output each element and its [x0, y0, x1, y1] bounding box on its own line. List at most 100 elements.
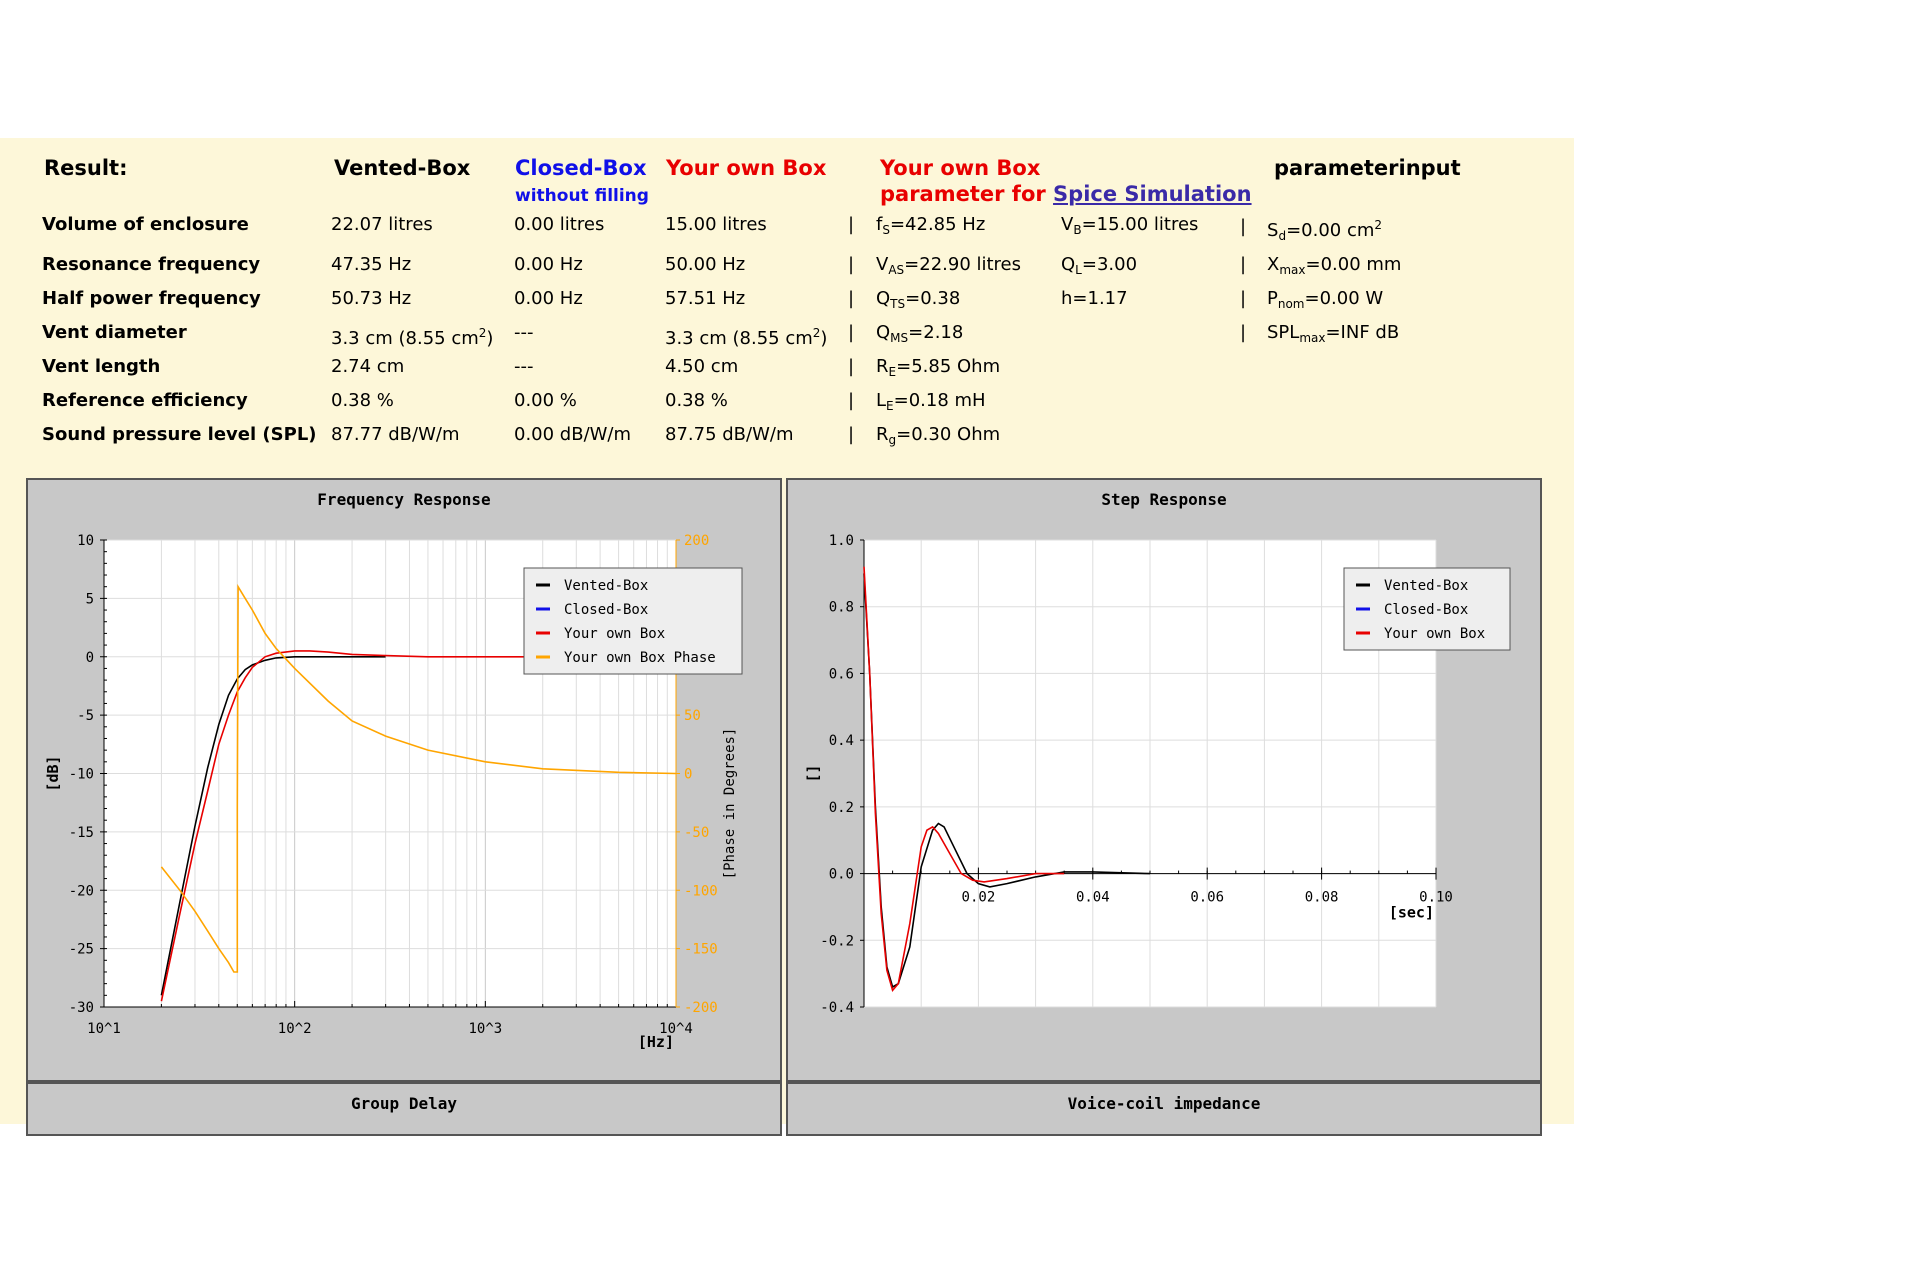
spice-ql: QL=3.00: [1061, 254, 1137, 277]
own-vent-sup: 2: [812, 326, 821, 340]
spice-rg-symbol: R: [876, 424, 889, 445]
spice-vas-symbol: V: [876, 254, 889, 275]
separator: |: [848, 356, 855, 377]
series-line-your-own-box-phase: [160, 583, 677, 973]
vented-box-heading: Vented-Box: [334, 156, 471, 180]
spice-qts-sub: TS: [890, 297, 906, 311]
spice-vas-value: =22.90 litres: [904, 254, 1022, 275]
vented-volume: 22.07 litres: [331, 214, 433, 235]
y-tick-label: 0.4: [829, 733, 854, 749]
param-xmax: Xmax=0.00 mm: [1267, 254, 1401, 277]
spice-re-symbol: R: [876, 356, 889, 377]
spice-vb-sub: B: [1073, 223, 1082, 237]
vented-efficiency: 0.38 %: [331, 390, 394, 411]
separator: |: [1240, 288, 1247, 309]
spice-fs: fS=42.85 Hz: [876, 214, 985, 237]
x-tick-label: 10^2: [278, 1021, 312, 1037]
spice-rg-value: =0.30 Ohm: [896, 424, 1001, 445]
legend-label: Closed-Box: [1384, 602, 1468, 618]
x-tick-label: 0.08: [1305, 890, 1339, 906]
spice-qts: QTS=0.38: [876, 288, 960, 311]
separator: |: [1240, 322, 1247, 343]
spice-le: LE=0.18 mH: [876, 390, 986, 413]
y-tick-label: -0.2: [820, 933, 854, 949]
x-tick-label: 10^1: [87, 1021, 121, 1037]
spice-ql-value: =3.00: [1081, 254, 1138, 275]
y2-tick-label: 0: [684, 767, 692, 783]
param-sd-sup: 2: [1374, 218, 1383, 232]
separator: |: [1240, 216, 1247, 237]
impedance-title: Voice-coil impedance: [1067, 1094, 1261, 1113]
y2-tick-label: -150: [684, 942, 718, 958]
x-tick-label: 0.02: [962, 890, 996, 906]
own-vent-diameter-value: 3.3 cm (8.55 cm: [665, 328, 813, 349]
y-tick-label: 0.6: [829, 666, 854, 682]
x-tick-label: 0.10: [1419, 890, 1453, 906]
param-sd-value: =0.00 cm: [1286, 220, 1375, 241]
closed-box-subheading: without filling: [515, 186, 649, 206]
closed-efficiency: 0.00 %: [514, 390, 577, 411]
step-response-chart: Step Response 1.0 0.8 0.6 0.4 0.2 0.0 -0.2 -0.4…: [786, 478, 1542, 1082]
spice-qms-symbol: Q: [876, 322, 891, 343]
separator: |: [1240, 254, 1247, 275]
y-tick-label: -25: [69, 942, 94, 958]
param-splmax-value: =INF dB: [1325, 322, 1400, 343]
y2-tick-label: 200: [684, 533, 709, 549]
spice-rg: Rg=0.30 Ohm: [876, 424, 1000, 447]
legend-box: [1343, 567, 1511, 651]
row-label-efficiency: Reference efficiency: [42, 390, 248, 411]
vented-spl: 87.77 dB/W/m: [331, 424, 460, 445]
y-axis-label: []: [804, 764, 822, 782]
closed-resonance: 0.00 Hz: [514, 254, 583, 275]
closed-box-heading: Closed-Box: [515, 156, 647, 180]
legend-label: Your own Box Phase: [564, 650, 716, 666]
legend-label: Closed-Box: [564, 602, 648, 618]
y-tick-label: -10: [69, 767, 94, 783]
y-tick-label: -5: [77, 708, 94, 724]
step-response-title: Step Response: [1101, 490, 1227, 509]
spice-simulation-link[interactable]: Spice Simulation: [1053, 182, 1252, 206]
separator: |: [848, 288, 855, 309]
x-tick-label: 0.06: [1190, 890, 1224, 906]
y-tick-label: 0.8: [829, 600, 854, 616]
spice-re: RE=5.85 Ohm: [876, 356, 1000, 379]
vented-resonance: 47.35 Hz: [331, 254, 412, 275]
y-tick-label: -20: [69, 883, 94, 899]
spice-rg-sub: g: [888, 433, 897, 447]
param-splmax: SPLmax=INF dB: [1267, 322, 1399, 345]
own-resonance: 50.00 Hz: [665, 254, 746, 275]
y-tick-label: 0.2: [829, 800, 854, 816]
frequency-response-chart: Frequency Response 10 5 0 -5 -10 -15 -20 -25 -30…: [26, 478, 782, 1082]
row-label-half-power: Half power frequency: [42, 288, 261, 309]
spice-vb-symbol: V: [1061, 214, 1074, 235]
spice-fs-symbol: f: [876, 214, 883, 235]
y-tick-label: -15: [69, 825, 94, 841]
vented-half-power: 50.73 Hz: [331, 288, 412, 309]
param-xmax-symbol: X: [1267, 254, 1280, 275]
legend-label: Vented-Box: [564, 578, 648, 594]
spice-le-sub: E: [886, 399, 894, 413]
own-vent-close: ): [820, 328, 828, 349]
spice-vas-sub: AS: [888, 263, 905, 277]
x-tick-label: 10^3: [468, 1021, 502, 1037]
spice-vb: VB=15.00 litres: [1061, 214, 1198, 237]
x-tick-label: 0.04: [1076, 890, 1110, 906]
spice-qts-symbol: Q: [876, 288, 891, 309]
y-tick-label: 0.0: [829, 867, 854, 883]
param-xmax-sub: max: [1279, 263, 1306, 277]
y2-tick-label: -100: [684, 883, 718, 899]
y2-tick-label: 50: [684, 708, 701, 724]
vented-vent-sup: 2: [478, 326, 487, 340]
spice-le-symbol: L: [876, 390, 887, 411]
vented-vent-length: 2.74 cm: [331, 356, 405, 377]
param-sd-symbol: S: [1267, 220, 1279, 241]
spice-ql-sub: L: [1075, 263, 1082, 277]
spice-heading-line2: parameter for Spice Simulation: [880, 182, 1252, 206]
result-heading: Result:: [44, 156, 128, 180]
x-tick-label: 10^4: [659, 1021, 693, 1037]
param-sd-sub: d: [1278, 229, 1287, 243]
spice-qms: QMS=2.18: [876, 322, 963, 345]
spice-re-value: =5.85 Ohm: [896, 356, 1001, 377]
spice-heading-line1: Your own Box: [880, 156, 1041, 180]
param-pnom: Pnom=0.00 W: [1267, 288, 1383, 311]
